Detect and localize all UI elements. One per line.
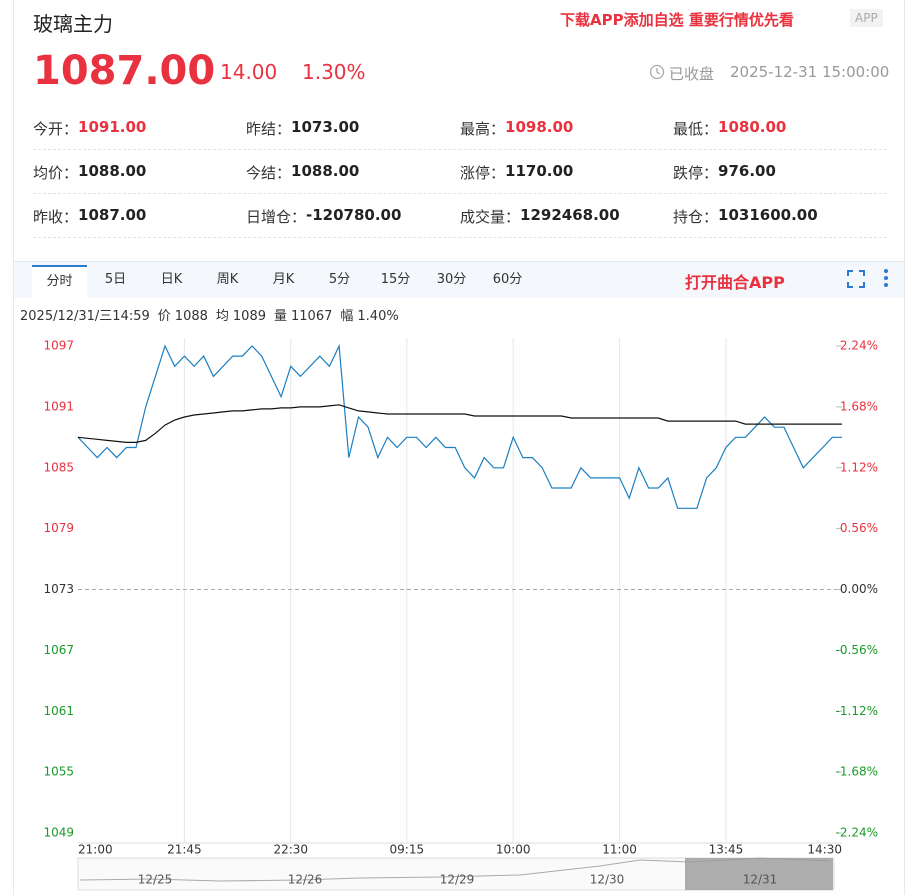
info-line: 2025/12/31/三14:59 价 1088 均 1089 量 11067 幅 1.40% [20,305,407,324]
app-badge[interactable]: APP [850,9,883,27]
stat-label: 今开： [33,120,79,138]
stat-label: 均价： [33,164,79,182]
y2-tick-label: 0.00% [840,582,878,596]
border [904,0,905,895]
stat-label: 持仓： [673,208,719,226]
x-tick-label: 13:45 [709,843,744,857]
y-tick-label: 1067 [43,643,74,657]
stat-value: 1087.00 [78,206,147,224]
stat-value: 1088.00 [291,162,360,180]
y-tick-label: 1061 [43,704,74,718]
info-time: 2025/12/31/三14:59 [20,309,150,324]
change: 14.00 [220,60,278,84]
x-tick-label: 14:30 [807,843,842,857]
fullscreen-icon[interactable] [847,270,865,288]
y-tick-label: 1091 [43,399,74,413]
y-tick-label: 1073 [43,582,74,596]
border [13,0,14,895]
stat-value: 1080.00 [718,118,787,136]
tab[interactable]: 日K [160,272,183,287]
stat-label: 昨收： [33,208,79,226]
info-value: 1.40% [357,309,399,324]
clock-icon [649,64,665,80]
info-value: 1088 [174,309,208,324]
y2-tick-label: 0.56% [840,521,878,535]
x-tick-label: 11:00 [602,843,637,857]
x-tick-label: 10:00 [496,843,531,857]
info-value: 11067 [291,309,333,324]
title: 玻璃主力 [33,12,113,36]
y-tick-label: 1079 [43,521,74,535]
stat-label: 成交量： [460,208,521,226]
y2-tick-label: 1.12% [840,460,878,474]
tab[interactable]: 分时 [32,265,87,299]
x-tick-label: 22:30 [273,843,308,857]
stat-value: 976.00 [718,162,776,180]
promo-link[interactable]: 下载APP添加自选 重要行情优先看 [560,11,794,29]
tab[interactable]: 5日 [104,272,127,287]
stat-label: 涨停： [460,164,506,182]
stat-value: 1098.00 [505,118,574,136]
datetime: 2025-12-31 15:00:00 [730,63,890,81]
stat-value: 1031600.00 [718,206,818,224]
series-line [77,404,842,443]
tab[interactable]: 30分 [436,272,467,287]
navigator-date: 12/29 [440,873,475,887]
divider [33,193,887,194]
tab[interactable]: 周K [216,272,239,287]
stat-value: 1292468.00 [520,206,620,224]
y-tick-label: 1085 [43,460,74,474]
y2-tick-label: -1.12% [836,704,878,718]
tab[interactable]: 月K [272,272,295,287]
price: 1087.00 [33,48,216,94]
info-label: 均 [215,309,229,324]
tab[interactable]: 60分 [492,272,523,287]
info-label: 价 [157,309,171,324]
navigator-date: 12/26 [288,873,323,887]
stat-value: 1091.00 [78,118,147,136]
stat-label: 日增仓： [246,208,307,226]
change-pct: 1.30% [302,60,366,84]
tab[interactable]: 5分 [328,272,351,287]
stat-value: -120780.00 [306,206,402,224]
x-tick-label: 21:00 [78,843,113,857]
y-tick-label: 1049 [43,826,74,840]
stat-label: 跌停： [673,164,719,182]
tab-bar [14,261,904,298]
stat-label: 最低： [673,120,719,138]
y2-tick-label: -2.24% [836,826,878,840]
y2-tick-label: -0.56% [836,643,878,657]
navigator-date: 12/31 [743,873,778,887]
stat-value: 1073.00 [291,118,360,136]
x-tick-label: 21:45 [167,843,202,857]
x-tick-label: 09:15 [390,843,425,857]
stat-label: 最高： [460,120,506,138]
stat-label: 昨结： [246,120,292,138]
stat-value: 1088.00 [78,162,147,180]
divider [33,149,887,150]
info-label: 量 [274,309,288,324]
stat-label: 今结： [246,164,292,182]
y2-tick-label: -1.68% [836,765,878,779]
info-label: 幅 [340,309,354,324]
app-link[interactable]: 打开曲合APP [685,273,785,292]
y2-tick-label: 2.24% [840,339,878,353]
status: 已收盘 [669,65,715,83]
info-value: 1089 [232,309,266,324]
y-tick-label: 1055 [43,765,74,779]
y2-tick-label: 1.68% [840,399,878,413]
more-icon[interactable] [880,268,892,288]
series-line [77,343,842,509]
navigator-date: 12/25 [138,873,173,887]
y-tick-label: 1097 [43,339,74,353]
navigator-date: 12/30 [590,873,625,887]
divider [33,237,887,238]
tab[interactable]: 15分 [380,272,411,287]
navigator-window[interactable] [685,858,833,890]
stat-value: 1170.00 [505,162,574,180]
